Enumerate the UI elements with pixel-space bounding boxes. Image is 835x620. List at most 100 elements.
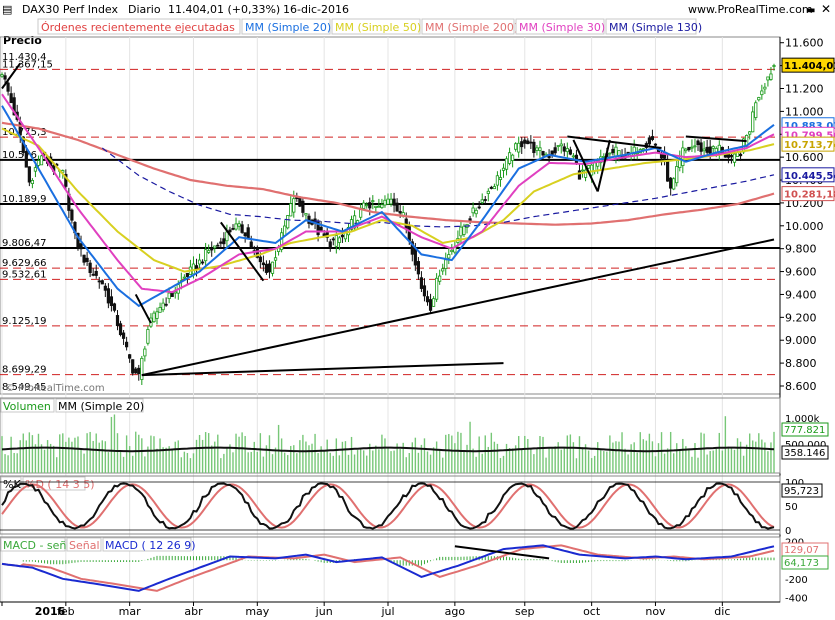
macd-legend-label: MACD ( 12 26 9): [105, 539, 196, 552]
candle-body: [173, 291, 177, 294]
price-tick-label: 11.000: [785, 105, 824, 118]
candle-body: [170, 292, 174, 297]
candle-body: [480, 199, 484, 203]
candle-body: [121, 332, 126, 339]
x-tick-label: may: [245, 605, 269, 618]
trendline: [685, 135, 747, 143]
macd-legend-label: MACD - señal: [3, 539, 76, 552]
candle-body: [243, 232, 247, 237]
volume-ma-box: [55, 398, 144, 413]
candle-body: [407, 225, 411, 241]
candle-body: [751, 111, 755, 133]
candle-body: [30, 179, 34, 184]
sma20-line: [1, 105, 775, 308]
candle-body: [526, 140, 530, 145]
price-tick-label: 10.000: [785, 220, 824, 233]
candle-body: [85, 257, 89, 263]
candle-body: [532, 141, 536, 154]
x-tick-label: nov: [645, 605, 666, 618]
candle-body: [504, 158, 509, 170]
candle-body: [140, 357, 144, 380]
candle-body: [97, 280, 101, 283]
candle-body: [289, 203, 293, 217]
header-bar: [0, 0, 835, 19]
x-tick-label: sep: [515, 605, 534, 618]
candle-body: [255, 247, 259, 258]
candle-body: [398, 211, 402, 214]
candle-body: [246, 227, 250, 239]
candle-body: [653, 143, 658, 146]
price-badge-text: 10.281,18: [784, 190, 835, 201]
candle-body: [410, 241, 414, 255]
candle-body: [431, 298, 436, 307]
candle-body: [319, 226, 323, 231]
candle-body: [273, 257, 278, 261]
minimize-icon[interactable]: ▬: [806, 5, 815, 16]
volume-ma-badge: [781, 445, 829, 460]
candle-body: [343, 231, 348, 240]
candle-body: [392, 198, 396, 206]
candle-body: [64, 173, 68, 187]
volume-ma-line: [1, 446, 775, 453]
candle-body: [669, 177, 673, 189]
candle-body: [413, 248, 417, 266]
candle-body: [492, 186, 496, 190]
candle-body: [602, 156, 606, 158]
candle-body: [109, 296, 114, 307]
candle-body: [550, 150, 554, 156]
candle-body: [690, 146, 694, 149]
candle-body: [240, 224, 244, 233]
candle-body: [70, 209, 74, 221]
x-tick-label: ago: [445, 605, 466, 618]
x-tick-label: abr: [184, 605, 203, 618]
price-badge: [781, 167, 835, 183]
candle-body: [216, 244, 220, 247]
header-menu-icon[interactable]: ▤: [2, 3, 12, 16]
legend-box-2: [331, 18, 421, 35]
price-tick-label: 9.800: [785, 243, 817, 256]
level-label: 11.367,15: [2, 59, 53, 70]
candle-body: [428, 299, 433, 311]
candle-body: [590, 164, 594, 176]
candle-body: [729, 154, 734, 158]
candle-body: [586, 165, 591, 169]
candle-body: [675, 166, 679, 184]
candle-body: [583, 169, 588, 178]
level-label: 11.430,4: [2, 52, 47, 63]
level-label: 9.629,66: [2, 258, 47, 269]
candle-body: [36, 160, 41, 166]
candle-body: [471, 207, 475, 214]
candle-body: [334, 235, 338, 247]
candle-body: [258, 256, 262, 263]
sma50-line: [1, 127, 775, 273]
x-tick-label: oct: [583, 605, 601, 618]
quote-date: 16-dic-2016: [283, 3, 349, 16]
trendline: [134, 293, 152, 324]
candle-body: [106, 288, 110, 304]
candle-body: [517, 142, 521, 153]
x-tick-label: jul: [380, 605, 394, 618]
candle-body: [611, 148, 615, 154]
candle-body: [286, 215, 290, 229]
macd-badge: [781, 555, 829, 570]
candle-body: [757, 97, 761, 101]
candle-body: [684, 148, 688, 152]
candle-body: [441, 268, 445, 272]
volume-title-box: [0, 398, 55, 413]
x-tick-label: mar: [119, 605, 141, 618]
candle-body: [556, 145, 560, 147]
macd-legend-box: [66, 537, 102, 552]
candle-body: [164, 303, 168, 306]
candle-body: [24, 151, 28, 168]
candle-body: [304, 213, 308, 216]
candle-body: [128, 354, 132, 359]
close-icon[interactable]: ✕: [821, 2, 831, 16]
legend-ma-label: MM (Simple 50): [335, 21, 421, 34]
candle-body: [88, 262, 92, 273]
candle-body: [331, 238, 335, 241]
level-label: 10.775,3: [2, 127, 47, 138]
candle-body: [374, 205, 378, 208]
candle-body: [322, 233, 326, 237]
candle-body: [191, 263, 196, 275]
